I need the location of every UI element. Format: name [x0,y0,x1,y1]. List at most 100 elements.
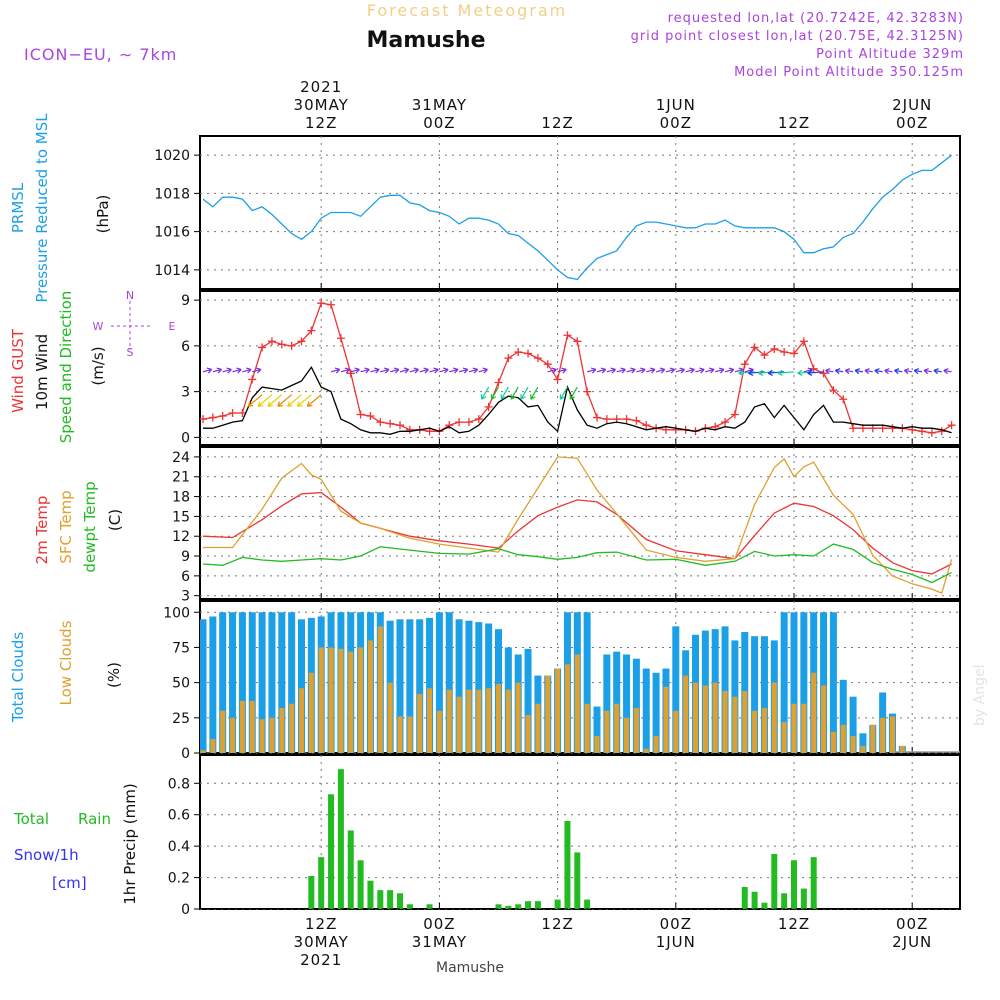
gust-point-marker [218,412,227,421]
gust-point-marker [780,347,789,356]
clouds-low-clouds-bar [564,664,570,753]
gust-point-marker [317,299,326,308]
temperature-ytick-label: 9 [181,549,190,565]
clouds-total-clouds-bar [229,612,237,753]
wind-arrow [222,368,232,373]
pressure-ytick-label: 1020 [154,148,190,164]
clouds-marks [200,612,960,753]
wind-arrow [715,368,725,373]
wind-arrow [904,369,913,373]
wind-arrow [596,368,606,373]
wind-arrow-head [334,367,341,374]
clouds-total-clouds-bar [524,648,532,753]
axis-bottom-label: 00Z [660,915,692,933]
precipitation-ytick-label: 0.2 [168,871,190,887]
axis-bottom-label: 00Z [423,915,455,933]
precipitation-marks [200,769,960,909]
clouds-ytick-label: 75 [172,640,190,656]
clouds-total-clouds-bar [593,706,601,753]
wind-arrow [267,394,283,407]
axis-bottom-label: 1JUN [656,933,696,951]
axis-top-label: 31MAY [412,96,467,114]
clouds-low-clouds-bar [230,717,236,753]
gust-point-marker [514,347,523,356]
wind-arrow [350,368,360,373]
wind-marks [200,299,956,437]
clouds-low-clouds-bar [249,700,255,753]
wind-arrow-head [669,367,676,374]
clouds-low-clouds-bar [318,647,324,753]
precipitation-total-rain-bar [318,857,325,909]
precipitation-total-rain-bar [387,890,394,909]
clouds-low-clouds-bar [259,719,265,753]
axis-bottom-label: 12Z [305,915,337,933]
wind-arrow-head [854,368,860,375]
clouds-low-clouds-bar [555,668,561,753]
clouds-low-clouds-bar [643,748,649,753]
gust-point-marker [484,402,493,411]
super-title: Forecast Meteogram [367,1,567,20]
clouds-low-clouds-bar [821,685,827,753]
gust-point-marker [602,415,611,424]
wind-arrow-head [452,367,459,374]
requested-coords: requested lon,lat (20.7242E, 42.3283N) [668,11,964,26]
compass-rose: N S W E [93,289,176,359]
pressure-ytick-label: 1016 [154,225,190,241]
axis-top-label: 2JUN [892,96,932,114]
grid-point-coords: grid point closest lon,lat (20.75E, 42.3… [631,29,964,44]
clouds-total-clouds-bar [583,612,591,753]
gust-point-marker [927,428,936,437]
wind-arrow [695,368,705,373]
cloud-labels: Total Clouds Low Clouds (%) [9,620,123,723]
gust-point-marker [287,341,296,350]
wind-arrow [500,386,509,400]
clouds-total-clouds-bar [751,636,759,753]
axis-top-label: 12Z [778,114,810,132]
wind-ytick-label: 6 [181,339,190,355]
temperature-frame [199,446,961,600]
wind-arrow [510,386,519,400]
gust-point-marker [553,375,562,384]
precip-unit-label: 1hr Precip (mm) [121,783,139,904]
clouds-total-clouds-bar [396,619,404,753]
gust-point-marker [258,343,267,352]
wind-arrow [202,368,212,373]
clouds-total-clouds-bar [416,619,424,753]
wind-ytick-label: 3 [181,385,190,401]
clouds-low-clouds-bar [397,716,403,753]
precipitation-total-rain-bar [781,893,788,909]
wind-frame [199,290,961,446]
temperature-labels: 2m Temp SFC Temp dewpt Temp (C) [33,481,124,572]
model-label: ICON−EU, ∼ 7km [24,45,177,64]
wind-arrow [307,394,322,407]
wind-arrow-head [825,368,831,375]
gust-point-marker [819,369,828,378]
wind-panel: 0 3 6 9 [181,290,961,446]
clouds-low-clouds-bar [624,717,630,753]
wind-arrow-head [561,367,567,374]
gust-point-marker [671,425,680,434]
clouds-total-clouds-bar [839,679,847,753]
clouds-low-clouds-bar [653,736,659,753]
wind-arrow [569,386,578,400]
clouds-low-clouds-bar [712,682,718,753]
clouds-low-clouds-bar [358,647,364,753]
clouds-low-clouds-bar [289,703,295,753]
clouds-low-clouds-bar [525,715,531,753]
wind-arrow-head [699,367,705,374]
clouds-total-clouds-bar [829,612,837,753]
wind-arrow-head [443,367,449,374]
clouds-low-clouds-bar [722,691,728,753]
clouds-low-clouds-bar [761,707,767,753]
clouds-total-clouds-bar [800,612,808,753]
clouds-low-clouds-bar [476,689,482,753]
wind-arrow [586,368,596,373]
wind-ytick-label: 9 [181,293,190,309]
wind-arrow [247,394,263,407]
gust-point-marker [799,337,808,346]
wind-arrow-head [472,367,479,374]
clouds-total-clouds-bar [475,622,483,753]
clouds-total-clouds-bar [642,668,650,753]
